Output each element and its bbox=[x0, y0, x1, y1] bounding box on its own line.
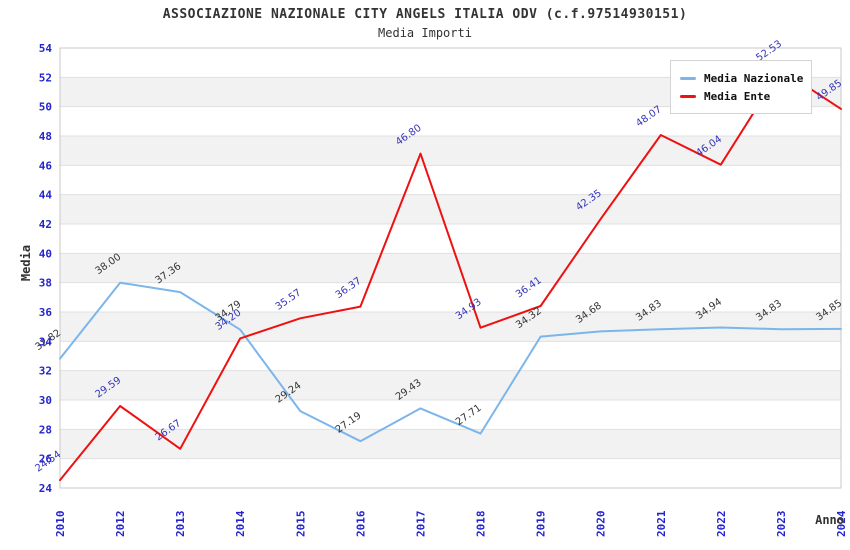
y-tick-label: 52 bbox=[39, 71, 52, 84]
legend-swatch-media-ente bbox=[680, 94, 696, 98]
gridlines bbox=[60, 76, 841, 460]
plot-band bbox=[60, 194, 841, 224]
series-line-media-nazionale[interactable] bbox=[59, 281, 842, 443]
x-tick-label: 2019 bbox=[535, 511, 548, 538]
series-line-media-ente[interactable] bbox=[59, 68, 842, 482]
plot-frame bbox=[59, 47, 842, 489]
x-axis-tick-labels: 2010 2012 2013 2014 2015 2016 2017 2018 2019 2020… bbox=[54, 510, 848, 537]
plot-band bbox=[60, 312, 841, 342]
legend-label: Media Ente bbox=[704, 89, 771, 103]
y-tick-label: 42 bbox=[39, 218, 52, 231]
y-tick-label: 26 bbox=[39, 453, 53, 466]
legend-swatch-media-nazionale bbox=[680, 76, 696, 80]
x-tick-label: 2010 bbox=[54, 511, 67, 538]
y-tick-label: 34 bbox=[39, 335, 53, 348]
legend-item-media-nazionale[interactable]: Media Nazionale bbox=[680, 70, 804, 86]
chart-subtitle: Media Importi bbox=[378, 26, 472, 40]
plot-band bbox=[60, 253, 841, 283]
data-label: 27.71 bbox=[454, 403, 484, 428]
x-tick-label: 2015 bbox=[294, 511, 307, 538]
x-tick-label: 2023 bbox=[775, 511, 788, 538]
x-tick-label: 2024 bbox=[835, 510, 848, 537]
y-axis-title: Media bbox=[19, 245, 33, 281]
y-tick-label: 38 bbox=[39, 277, 52, 290]
data-label: 35.57 bbox=[274, 287, 304, 312]
x-tick-label: 2018 bbox=[475, 511, 488, 538]
x-tick-label: 2013 bbox=[174, 511, 187, 538]
x-tick-label: 2020 bbox=[595, 511, 608, 538]
y-tick-label: 24 bbox=[39, 482, 53, 495]
y-tick-label: 28 bbox=[39, 423, 52, 436]
y-tick-label: 54 bbox=[39, 42, 53, 55]
legend-item-media-ente[interactable]: Media Ente bbox=[680, 88, 802, 104]
y-axis-tick-labels: 24 26 28 30 32 34 36 38 40 42 44 46 48 50 52 54 bbox=[39, 42, 53, 495]
x-tick-label: 2017 bbox=[414, 511, 427, 538]
x-tick-label: 2016 bbox=[354, 510, 367, 537]
y-tick-label: 46 bbox=[39, 159, 53, 172]
x-tick-label: 2014 bbox=[234, 510, 247, 537]
chart-title: ASSOCIAZIONE NAZIONALE CITY ANGELS ITALI… bbox=[162, 7, 688, 22]
series-lines bbox=[59, 68, 842, 482]
y-tick-label: 30 bbox=[39, 394, 52, 407]
y-tick-label: 48 bbox=[39, 130, 52, 143]
x-axis-title: Anno bbox=[815, 513, 844, 527]
x-tick-label: 2021 bbox=[655, 510, 668, 537]
y-tick-label: 32 bbox=[39, 365, 52, 378]
y-tick-label: 50 bbox=[39, 101, 52, 114]
x-tick-label: 2022 bbox=[715, 511, 728, 538]
data-label: 48.07 bbox=[634, 104, 664, 129]
chart-legend: Media Nazionale Media Ente bbox=[670, 60, 812, 114]
y-tick-label: 44 bbox=[39, 189, 53, 202]
plot-band bbox=[60, 370, 841, 400]
x-tick-label: 2012 bbox=[114, 511, 127, 538]
y-tick-label: 36 bbox=[39, 306, 53, 319]
legend-label: Media Nazionale bbox=[704, 71, 804, 85]
y-tick-label: 40 bbox=[39, 247, 52, 260]
plot-bands bbox=[60, 77, 841, 459]
plot-band bbox=[60, 429, 841, 459]
